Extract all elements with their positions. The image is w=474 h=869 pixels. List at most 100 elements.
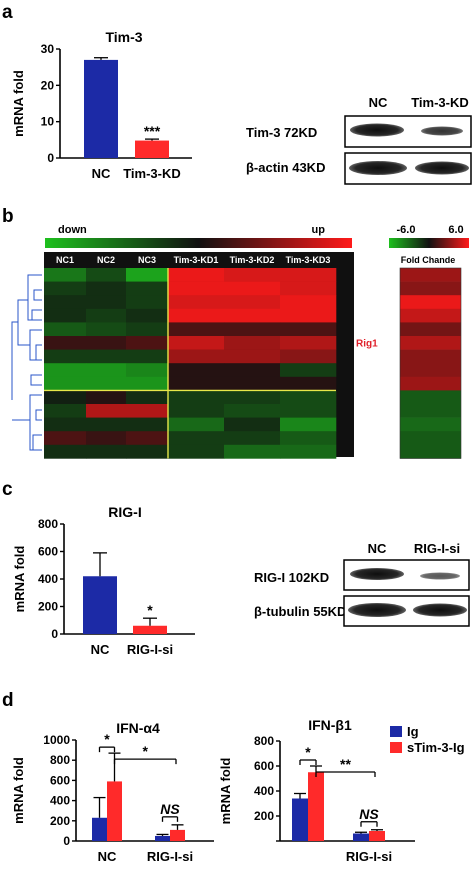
heatmap-row-labels: Ifi204 Irf9 Ifi44 Irf7 Isg15 Rig1 Lgp2 Stat1 Ifi… <box>356 271 390 459</box>
heatmap-row-label: Irf7 <box>356 311 372 322</box>
heatmap-cell <box>126 295 169 310</box>
chart-title: IFN-α4 <box>116 720 160 736</box>
legend-gradient-bar <box>389 238 469 248</box>
heatmap-cell <box>280 444 337 459</box>
fold-change-column <box>399 267 462 459</box>
panel-label-a: a <box>2 2 13 23</box>
heatmap-cell <box>224 431 281 446</box>
heatmap-cell <box>224 444 281 459</box>
heatmap-cell <box>280 376 337 391</box>
heatmap-cell <box>224 417 281 432</box>
bar <box>369 831 385 841</box>
y-tick-label: 600 <box>38 545 58 559</box>
heatmap-cell <box>44 444 87 459</box>
heatmap-cell <box>44 404 87 418</box>
heatmap-cells <box>44 268 337 459</box>
heatmap-cell <box>44 349 87 364</box>
bar <box>135 140 169 158</box>
heatmap-cell <box>86 349 127 364</box>
heatmap-cell <box>224 336 281 350</box>
bar <box>155 835 170 841</box>
blot-band <box>413 603 467 617</box>
heatmap-row-label: Cxcr4 <box>356 407 384 418</box>
y-tick-label: 600 <box>254 759 274 773</box>
heatmap-cell <box>44 268 87 282</box>
fold-change-cell <box>400 404 461 418</box>
heatmap-cell <box>44 363 87 378</box>
chart-title: RIG-I <box>108 504 141 520</box>
y-tick-label: 20 <box>41 78 55 92</box>
y-tick-label: 600 <box>50 773 70 787</box>
heatmap-cell <box>126 363 169 378</box>
significance-marker: NS <box>160 801 180 817</box>
heatmap-cell <box>168 376 225 391</box>
heatmap-cell <box>86 308 127 323</box>
blot-a: NC Tim-3-KD Tim-3 72KD β-actin 43KD <box>246 95 472 185</box>
y-tick-label: 0 <box>51 627 58 641</box>
chart-title: IFN-β1 <box>308 717 352 733</box>
heatmap-cell <box>44 295 87 310</box>
y-tick-label: 800 <box>254 734 274 748</box>
bar <box>92 817 107 841</box>
heatmap-cell <box>44 308 87 323</box>
fold-change-cell <box>400 363 461 378</box>
fold-change-cell <box>400 417 461 432</box>
heatmap-cell <box>126 349 169 364</box>
chart-rigi-mrna: 0 200 400 600 800 RIG-I mRNA fold NC RIG-I-si * <box>12 504 195 657</box>
panel-label-c: c <box>2 479 13 500</box>
chart-tim3-mrna: 0 10 20 30 Tim-3 mRNA fold NC Tim-3-KD *** <box>11 29 192 181</box>
bar <box>107 781 122 841</box>
heatmap-cell <box>86 376 127 391</box>
x-tick-label: Tim-3-KD <box>123 166 181 181</box>
bar <box>133 625 167 634</box>
legend-min-label: -6.0 <box>397 224 416 236</box>
heatmap-cell <box>168 444 225 459</box>
legend-swatch-stim3ig <box>390 742 402 753</box>
heatmap-cell <box>168 308 225 323</box>
heatmap-cell <box>86 295 127 310</box>
blot-lane-nc: NC <box>368 541 387 556</box>
heatmap-row-label: Trim16 <box>356 420 389 431</box>
heatmap-column-header: Tim-3-KD1 <box>174 255 219 265</box>
heatmap-cell <box>280 295 337 310</box>
fold-change-frame <box>399 267 462 459</box>
bar <box>83 576 117 634</box>
significance-marker: NS <box>359 806 379 822</box>
heatmap-column-header: NC2 <box>97 255 115 265</box>
heatmap-cell <box>168 349 225 364</box>
heatmap-row-label: Rig1 <box>356 339 378 350</box>
heatmap-cell <box>168 336 225 350</box>
fold-change-cell <box>400 295 461 310</box>
chart-ifn-a4: 0 200 400 600 800 1000 IFN-α4 mRNA fold NC RIG-I-… <box>11 720 214 864</box>
fold-change-cell <box>400 308 461 323</box>
heatmap-cell <box>44 281 87 296</box>
fold-change-label: Fold Chande <box>401 255 456 265</box>
heatmap-column-header: Tim-3-KD3 <box>286 255 331 265</box>
heatmap-cell <box>280 322 337 337</box>
heatmap-cell <box>280 349 337 364</box>
blot-band <box>415 161 469 175</box>
heatmap-column-header: NC3 <box>138 255 156 265</box>
heatmap-cell <box>44 322 87 337</box>
blot-band <box>348 603 406 617</box>
heatmap-cell <box>126 444 169 459</box>
heatmap-cell <box>224 268 281 282</box>
heatmap-cell <box>86 322 127 337</box>
x-tick-label: RIG-I-si <box>346 849 392 864</box>
bar <box>292 798 308 841</box>
x-tick-label: NC <box>91 642 110 657</box>
heatmap-column-header: Tim-3-KD2 <box>230 255 275 265</box>
heatmap-cell <box>126 336 169 350</box>
heatmap-row-label: Isg15 <box>356 325 382 336</box>
blot-lane-rigisi: RIG-I-si <box>414 541 460 556</box>
heatmap-cell <box>44 390 87 405</box>
y-tick-label: 0 <box>47 151 54 165</box>
heatmap-cell <box>44 431 87 446</box>
heatmap-cell <box>126 404 169 418</box>
heatmap-row-label: Trim47 <box>356 393 389 404</box>
heatmap-cell <box>224 322 281 337</box>
heatmap-cell <box>280 417 337 432</box>
blot-band <box>421 126 463 136</box>
heatmap-cell <box>224 308 281 323</box>
